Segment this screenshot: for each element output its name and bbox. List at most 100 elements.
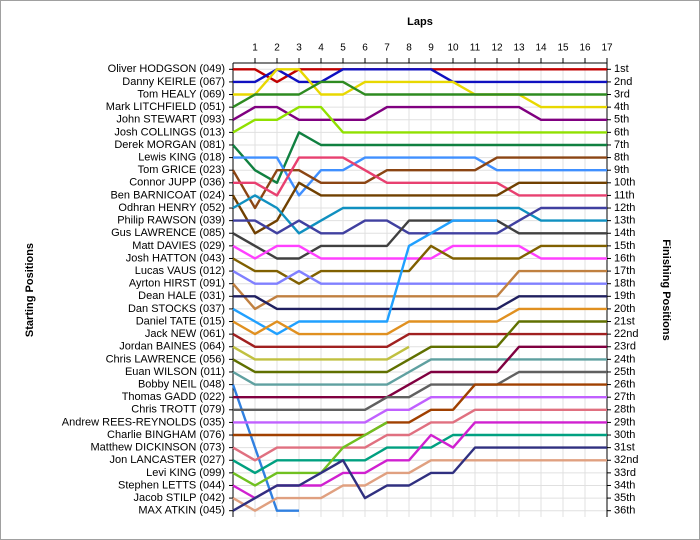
y-tick-label: Daniel TATE (015): [136, 315, 225, 327]
y2-tick-label: 22nd: [614, 328, 638, 340]
series-line: [233, 206, 607, 235]
y2-axis-title: Finishing Positions: [660, 239, 672, 340]
y2-tick-label: 21st: [614, 315, 635, 327]
series-line: [232, 105, 607, 134]
y-tick-label: Chris LAWRENCE (056): [106, 353, 225, 365]
series-line: [232, 459, 607, 512]
y-tick-label: Dean HALE (031): [138, 290, 225, 302]
y-tick-label: Stephen LETTS (044): [118, 479, 225, 491]
series-line: [232, 320, 607, 374]
series-line: [233, 156, 607, 197]
series-line: [232, 345, 410, 361]
y-tick-label: Jacob STILP (042): [133, 492, 225, 504]
y2-tick-label: 19th: [614, 290, 635, 302]
series-line: [232, 332, 607, 348]
y2-tick-label: 8th: [614, 151, 629, 163]
series-line: [231, 156, 607, 210]
x-tick-label: 9: [428, 43, 434, 54]
x-tick-label: 13: [513, 43, 525, 54]
y-tick-label: Gus LAWRENCE (085): [111, 227, 225, 239]
series-line: [232, 219, 607, 260]
y-tick-label: Matt DAVIES (029): [132, 240, 225, 252]
y2-tick-label: 6th: [614, 126, 629, 138]
y-tick-label: Matthew DICKINSON (073): [91, 442, 225, 454]
x-tick-label: 10: [447, 43, 459, 54]
y-tick-label: Levi KING (099): [146, 467, 225, 479]
series-line: [232, 269, 607, 285]
x-tick-label: 2: [274, 43, 280, 54]
y2-tick-label: 32nd: [614, 454, 638, 466]
y2-tick-label: 13th: [614, 215, 635, 227]
y-tick-label: John STEWART (093): [116, 114, 225, 126]
y-tick-label: Charlie BINGHAM (076): [107, 429, 225, 441]
x-tick-label: 5: [340, 43, 346, 54]
y-tick-label: Tom GRICE (023): [138, 164, 225, 176]
series-line: [232, 446, 607, 512]
x-tick-label: 17: [601, 43, 613, 54]
y2-tick-label: 7th: [614, 139, 629, 151]
y2-tick-label: 16th: [614, 252, 635, 264]
y-tick-label: Chris TROTT (079): [131, 404, 225, 416]
y2-tick-label: 30th: [614, 429, 635, 441]
y-tick-label: Jordan BAINES (064): [119, 341, 225, 353]
x-tick-label: 8: [406, 43, 412, 54]
series-line: [232, 358, 607, 386]
y2-tick-label: 24th: [614, 353, 635, 365]
series-line: [232, 269, 607, 311]
series-line: [233, 68, 607, 109]
y2-tick-label: 35th: [614, 492, 635, 504]
y-tick-label: Philip RAWSON (039): [117, 215, 225, 227]
y2-tick-label: 1st: [614, 63, 629, 75]
x-tick-label: 14: [535, 43, 547, 54]
y-tick-label: Ayrton HIRST (091): [129, 278, 225, 290]
series-line: [233, 396, 607, 424]
y-tick-label: Connor JUPP (036): [129, 177, 225, 189]
y-tick-label: Mark LITCHFIELD (051): [106, 101, 225, 113]
x-tick-label: 11: [470, 43, 481, 54]
series-line: [232, 105, 607, 121]
y2-tick-label: 23rd: [614, 341, 636, 353]
y2-tick-label: 36th: [614, 505, 635, 517]
y2-tick-label: 2nd: [614, 76, 632, 88]
y-tick-label: Lewis KING (018): [138, 151, 225, 163]
x-tick-label: 15: [557, 43, 569, 54]
y2-tick-label: 33rd: [614, 467, 636, 479]
series-line: [232, 307, 607, 336]
y2-tick-label: 25th: [614, 366, 635, 378]
y-tick-label: Thomas GADD (022): [122, 391, 225, 403]
x-tick-label: 12: [491, 43, 503, 54]
y-axis-title: Starting Positions: [24, 243, 36, 337]
series-line: [233, 370, 607, 411]
y2-tick-label: 28th: [614, 404, 635, 416]
y2-tick-label: 18th: [614, 278, 635, 290]
y-tick-label: Dan STOCKS (037): [128, 303, 225, 315]
y-tick-label: Bobby NEIL (048): [138, 378, 225, 390]
y2-tick-label: 29th: [614, 416, 635, 428]
series-line: [232, 408, 607, 462]
y-tick-label: Jon LANCASTER (027): [109, 454, 225, 466]
x-tick-label: 3: [296, 43, 302, 54]
y2-tick-label: 15th: [614, 240, 635, 252]
y-tick-label: Derek MORGAN (081): [114, 139, 225, 151]
y-tick-label: Tom HEALY (069): [137, 88, 225, 100]
y2-tick-label: 11th: [614, 189, 635, 201]
x-tick-label: 7: [384, 43, 390, 54]
y-tick-label: Josh COLLINGS (013): [114, 126, 225, 138]
x-tick-label: 1: [252, 43, 258, 54]
y2-tick-label: 17th: [614, 265, 635, 277]
series-line: [233, 295, 607, 311]
y2-tick-label: 14th: [614, 227, 635, 239]
series-line: [232, 194, 607, 235]
y2-tick-label: 31st: [614, 442, 635, 454]
y2-tick-label: 9th: [614, 164, 629, 176]
series-line: [232, 80, 607, 109]
y2-tick-label: 27th: [614, 391, 635, 403]
y-tick-label: Danny KEIRLE (067): [122, 76, 225, 88]
y-tick-label: MAX ATKIN (045): [138, 505, 225, 517]
y-tick-label: Odhran HENRY (052): [118, 202, 225, 214]
x-tick-label: 16: [579, 43, 591, 54]
series-line: [231, 181, 607, 235]
y2-tick-label: 26th: [614, 378, 635, 390]
x-axis-title: Laps: [407, 16, 433, 28]
